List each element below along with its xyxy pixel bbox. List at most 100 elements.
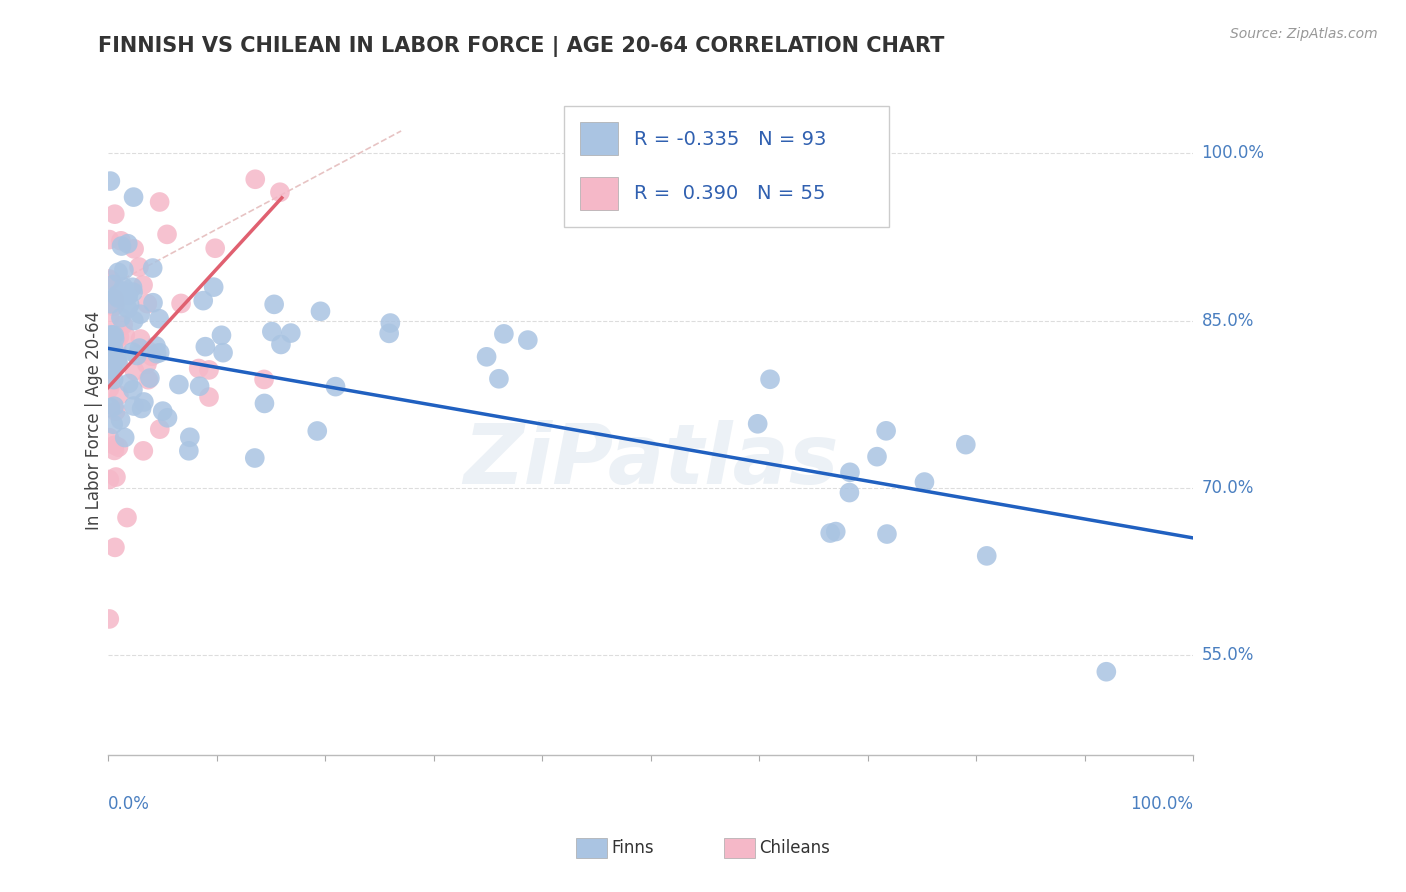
Point: [107, 265, 129, 279]
Point: [188, 379, 211, 393]
Point: [101, 328, 124, 343]
Point: [145, 339, 167, 353]
Text: 70.0%: 70.0%: [1202, 479, 1254, 497]
Point: [103, 399, 125, 413]
Point: [516, 333, 538, 347]
Point: [98, 272, 121, 286]
Point: [122, 285, 145, 300]
Point: [114, 430, 136, 444]
Point: [104, 332, 127, 346]
Point: [149, 422, 172, 436]
Point: [112, 318, 135, 332]
Point: [212, 345, 235, 359]
Text: 0.0%: 0.0%: [108, 796, 150, 814]
Point: [263, 297, 285, 311]
Point: [759, 372, 782, 386]
Point: [104, 404, 127, 418]
Point: [121, 280, 143, 294]
Point: [104, 470, 127, 484]
Text: R =  0.390   N = 55: R = 0.390 N = 55: [634, 184, 825, 202]
Point: [838, 485, 860, 500]
Point: [108, 330, 131, 344]
Point: [148, 311, 170, 326]
Point: [149, 194, 172, 209]
Point: [194, 340, 217, 354]
Point: [98, 339, 121, 353]
Point: [100, 297, 122, 311]
Text: R = -0.335   N = 93: R = -0.335 N = 93: [634, 130, 827, 149]
Point: [204, 241, 226, 255]
Point: [98, 310, 121, 325]
Point: [103, 277, 125, 292]
Point: [136, 357, 159, 371]
Point: [98, 431, 121, 445]
Point: [136, 373, 159, 387]
Point: [107, 356, 129, 370]
Point: [98, 351, 121, 366]
Point: [167, 377, 190, 392]
Text: FINNISH VS CHILEAN IN LABOR FORCE | AGE 20-64 CORRELATION CHART: FINNISH VS CHILEAN IN LABOR FORCE | AGE …: [98, 36, 945, 57]
Point: [101, 362, 124, 376]
Point: [138, 344, 160, 359]
Point: [98, 382, 121, 396]
Point: [103, 342, 125, 356]
Point: [121, 345, 143, 359]
Point: [110, 239, 132, 253]
Point: [170, 296, 193, 310]
Point: [260, 325, 283, 339]
Point: [104, 298, 127, 312]
Point: [142, 260, 165, 275]
Point: [107, 291, 129, 305]
Point: [107, 355, 129, 369]
Point: [122, 383, 145, 397]
Point: [100, 334, 122, 348]
Text: Source: ZipAtlas.com: Source: ZipAtlas.com: [1230, 27, 1378, 41]
Text: Finns: Finns: [612, 839, 654, 857]
Point: [100, 327, 122, 342]
Point: [380, 316, 402, 330]
Point: [114, 328, 136, 343]
Point: [156, 227, 179, 242]
Point: [125, 349, 148, 363]
Point: [492, 326, 515, 341]
Point: [839, 465, 862, 479]
Point: [270, 337, 292, 351]
Point: [253, 372, 276, 386]
Point: [104, 207, 127, 221]
Point: [818, 526, 841, 541]
Point: [152, 404, 174, 418]
Point: [1095, 665, 1118, 679]
Point: [118, 297, 141, 311]
Point: [98, 373, 121, 387]
Point: [875, 424, 897, 438]
Point: [198, 363, 221, 377]
Point: [104, 541, 127, 555]
Point: [149, 345, 172, 359]
Point: [103, 373, 125, 387]
Point: [128, 260, 150, 274]
Point: [117, 301, 139, 316]
Point: [145, 347, 167, 361]
FancyBboxPatch shape: [581, 178, 619, 211]
Point: [475, 350, 498, 364]
Point: [307, 424, 329, 438]
Point: [110, 413, 132, 427]
Point: [100, 401, 122, 415]
Point: [101, 363, 124, 377]
Point: [866, 450, 889, 464]
Text: 100.0%: 100.0%: [1202, 145, 1264, 162]
Point: [98, 350, 121, 364]
Point: [124, 364, 146, 378]
Point: [243, 450, 266, 465]
Point: [117, 288, 139, 302]
Point: [280, 326, 302, 340]
Point: [107, 287, 129, 301]
Point: [139, 371, 162, 385]
FancyBboxPatch shape: [564, 106, 890, 227]
Point: [325, 379, 347, 393]
Point: [129, 307, 152, 321]
Point: [132, 278, 155, 293]
Point: [110, 234, 132, 248]
Point: [122, 190, 145, 204]
Point: [747, 417, 769, 431]
